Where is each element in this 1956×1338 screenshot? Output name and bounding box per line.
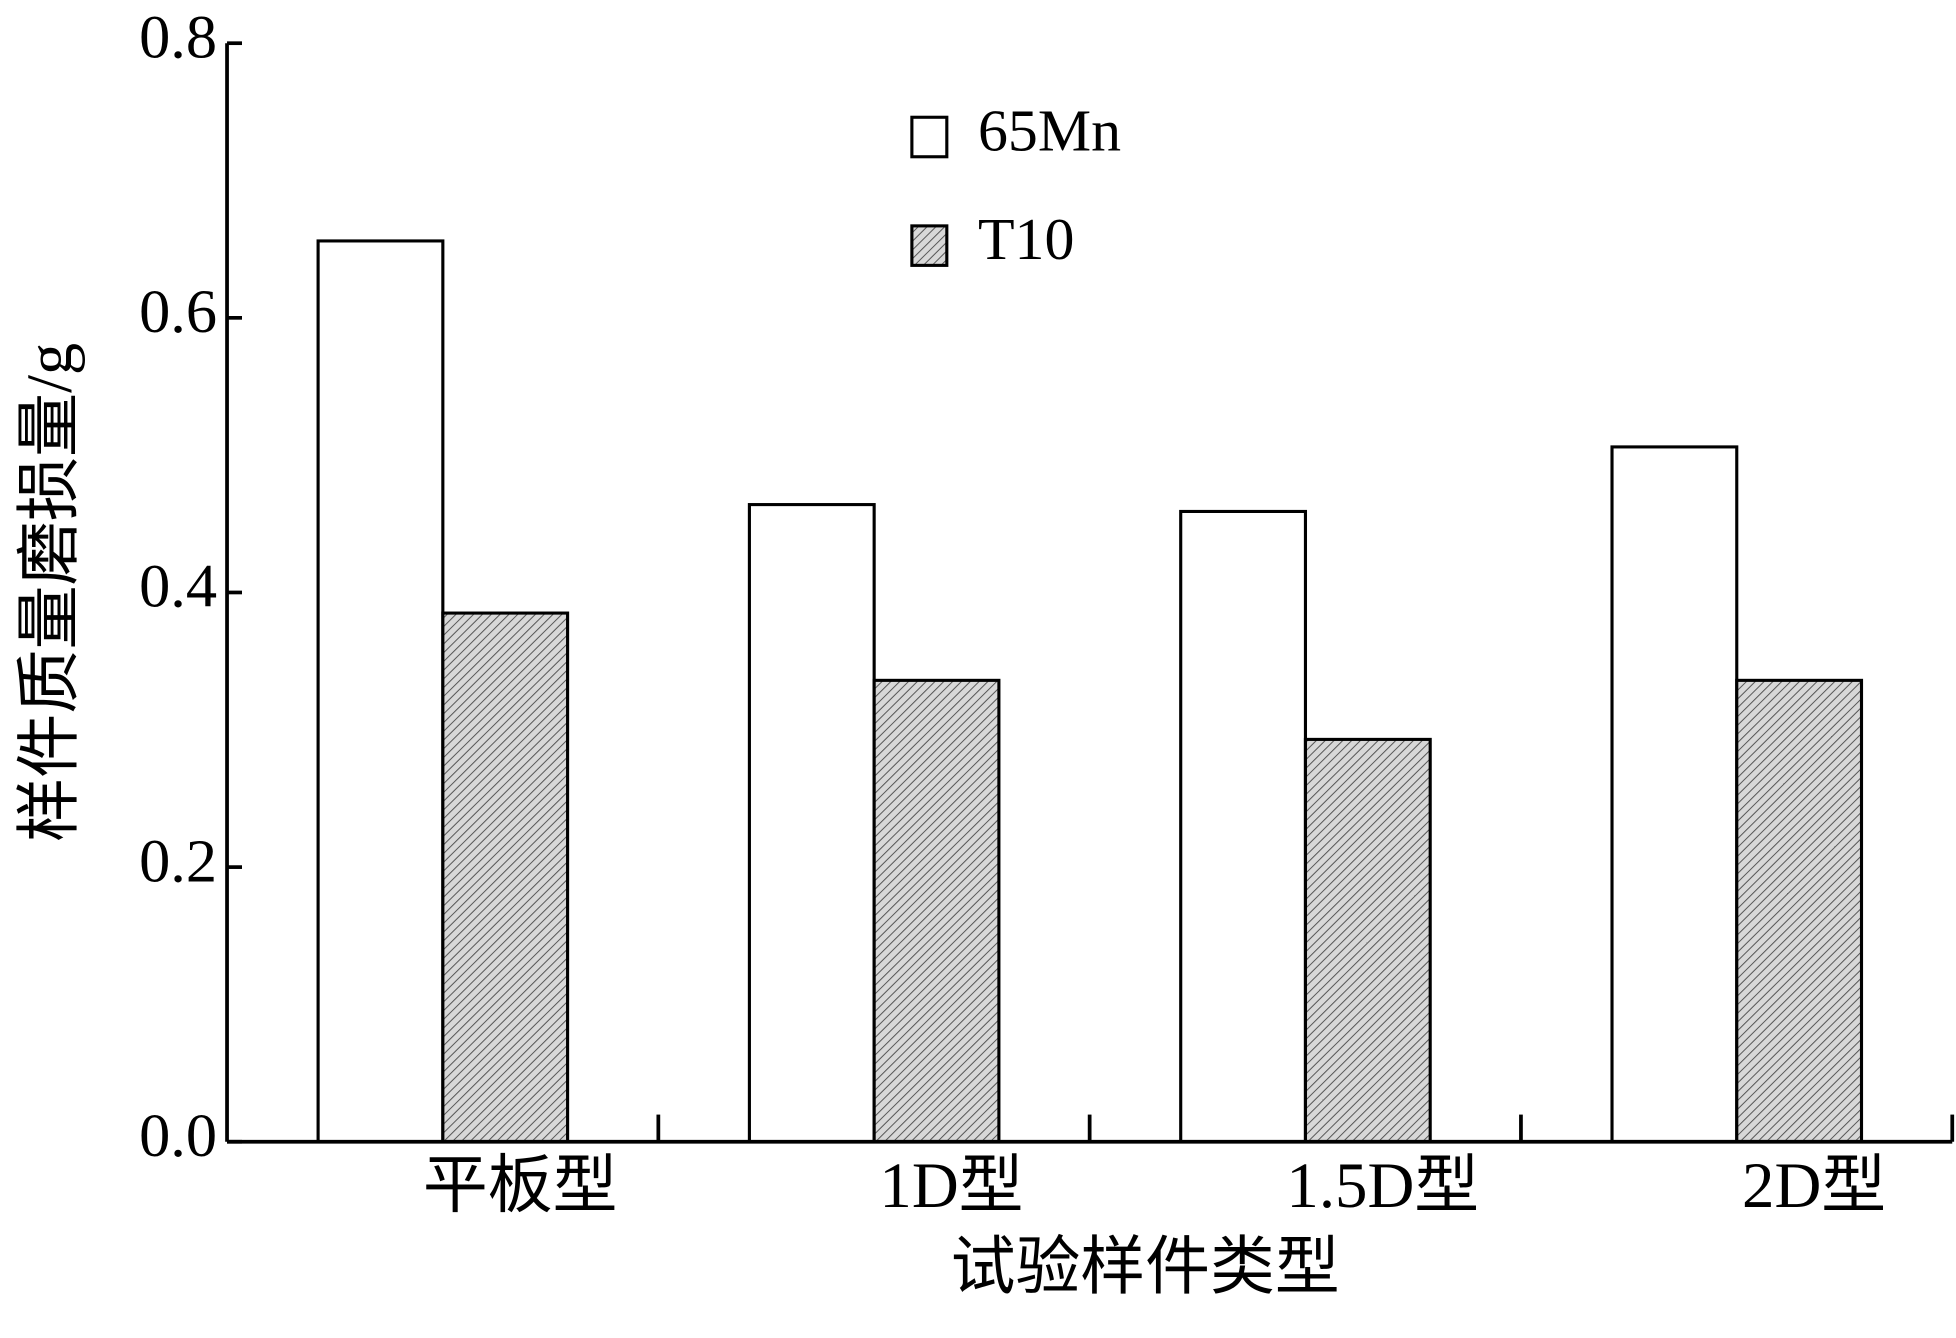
bar (1735, 678, 1864, 1144)
x-tick-label: 1.5D型 (1286, 1150, 1479, 1221)
y-tick-label: 0.0 (139, 1102, 217, 1170)
y-tick-label: 0.6 (139, 278, 217, 346)
bar (1610, 445, 1739, 1144)
y-tick-label: 0.4 (139, 553, 217, 621)
x-tick-label: 平板型 (423, 1150, 618, 1221)
bar (316, 239, 445, 1144)
legend-label: 65Mn (978, 98, 1121, 164)
x-axis-title: 试验样件类型 (951, 1232, 1340, 1303)
bar (1179, 509, 1308, 1144)
bar (1303, 737, 1432, 1144)
x-tick-label: 1D型 (879, 1150, 1023, 1221)
legend-swatch (910, 224, 949, 267)
bar (747, 503, 876, 1144)
y-tick-label: 0.8 (139, 4, 217, 72)
y-tick-label: 0.2 (139, 828, 217, 896)
x-tick-label: 2D型 (1742, 1150, 1886, 1221)
legend-label: T10 (978, 207, 1074, 273)
bar (872, 678, 1001, 1144)
legend-swatch (910, 115, 949, 159)
y-axis-title: 样件质量磨损量/g (14, 343, 85, 842)
bar (441, 611, 570, 1144)
